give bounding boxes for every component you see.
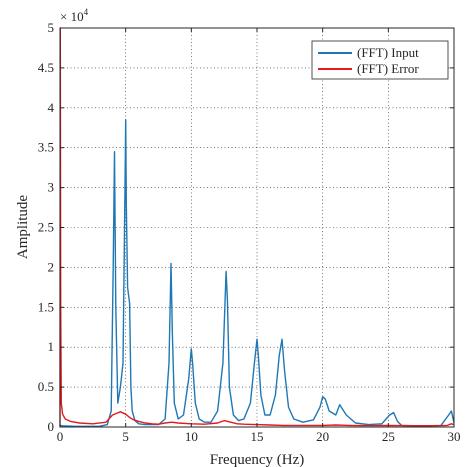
series-lines: [59, 27, 455, 428]
x-tick-labels: 0 5 10 15 20 25 30: [57, 429, 461, 444]
y-tick-label: 2: [48, 259, 55, 274]
y-tick-label: 1.5: [38, 299, 54, 314]
y-tick-label: 1: [48, 339, 55, 354]
y-tick-label: 3.5: [38, 140, 54, 155]
series-line-error: [59, 27, 455, 428]
y-tick-label: 0: [48, 419, 55, 434]
legend-label-error: (FFT) Error: [357, 61, 419, 76]
x-tick-label: 30: [448, 429, 461, 444]
y-tick-label: 2.5: [38, 220, 54, 235]
x-tick-label: 0: [57, 429, 64, 444]
legend-label-input: (FFT) Input: [357, 45, 419, 60]
y-tick-label: 5: [48, 20, 55, 35]
y-tick-label: 3: [48, 180, 55, 195]
y-tick-label: 4.5: [38, 60, 54, 75]
y-exponent-label: × 104: [60, 7, 89, 24]
x-tick-label: 10: [185, 429, 198, 444]
legend-box: [311, 40, 449, 80]
y-tick-labels: 0 0.5 1 1.5 2 2.5 3 3.5 4 4.5 5: [38, 20, 55, 434]
x-tick-label: 15: [251, 429, 264, 444]
x-tick-label: 20: [316, 429, 329, 444]
x-axis-label: Frequency (Hz): [210, 452, 305, 467]
series-line-input: [59, 119, 455, 428]
x-tick-label: 5: [122, 429, 129, 444]
legend: (FFT) Input (FFT) Error: [311, 40, 449, 80]
axis-ticks: [59, 27, 455, 428]
y-axis-label: Amplitude: [15, 195, 31, 260]
y-tick-label: 0.5: [38, 379, 54, 394]
y-tick-label: 4: [48, 100, 55, 115]
x-tick-label: 25: [382, 429, 395, 444]
